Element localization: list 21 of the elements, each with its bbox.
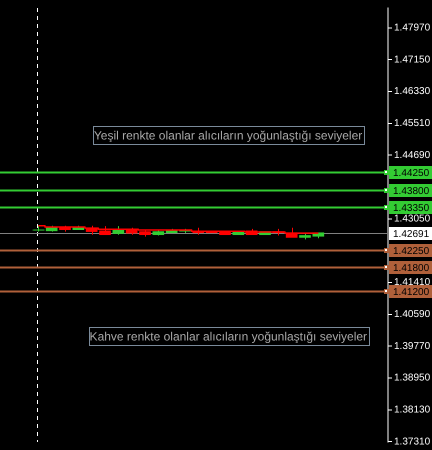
y-tick-label: 1.46330 [394,86,431,98]
ref-line-label: 1.42691 [393,228,430,240]
y-tick-label: 1.38130 [394,404,431,416]
y-tick-label: 1.40590 [394,309,431,320]
ref-line-label: 1.42250 [393,246,430,257]
annotation: Yeşil renkte olanlar alıcıların yoğunlaştığı seviyeler [94,128,362,142]
y-tick-label: 1.47150 [394,54,431,66]
annotation: Kahve renkte olanlar alıcıların yoğunlaştığı seviyeler [90,329,368,344]
y-tick-label: 1.44690 [394,150,431,161]
y-tick-label: 1.43050 [394,214,431,225]
y-tick-label: 1.38950 [394,372,431,384]
y-tick-label: 1.47970 [394,22,431,34]
ref-line-label: 1.41800 [393,262,430,274]
ref-line-label: 1.44250 [393,168,430,179]
ref-line-label: 1.43350 [393,202,430,214]
y-tick-label: 1.39770 [394,340,431,352]
ref-line-label: 1.43800 [393,186,430,197]
y-tick-label: 1.41410 [394,277,431,288]
ref-line-label: 1.41200 [393,286,430,298]
y-tick-label: 1.45510 [394,118,431,130]
y-tick-label: 1.37310 [394,436,431,448]
